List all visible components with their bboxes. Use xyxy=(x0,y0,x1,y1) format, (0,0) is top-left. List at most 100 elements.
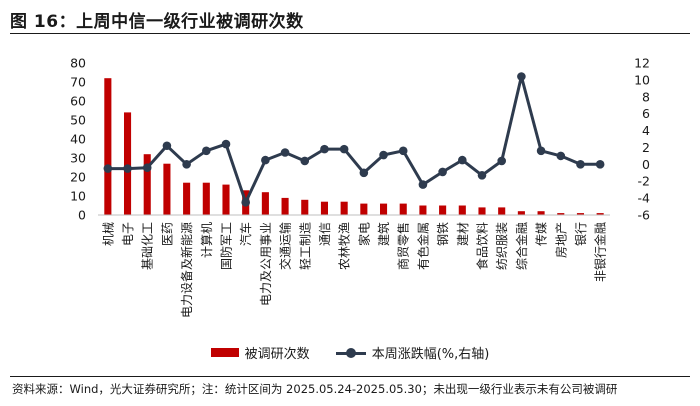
x-tick-label: 医药 xyxy=(160,222,174,246)
y-right-tick-label: 4 xyxy=(642,123,650,138)
bar xyxy=(301,199,309,215)
x-tick-label: 交通运输 xyxy=(278,222,293,270)
bar xyxy=(202,182,210,215)
x-tick-label: 国防军工 xyxy=(219,222,234,270)
x-tick-label: 计算机 xyxy=(199,222,214,258)
bar xyxy=(419,205,427,215)
x-tick-label: 食品饮料 xyxy=(475,222,490,270)
y-left-tick-label: 40 xyxy=(70,132,86,147)
bar xyxy=(360,203,368,215)
y-left-tick-label: 20 xyxy=(70,170,86,185)
y-right-tick-label: -2 xyxy=(638,174,650,189)
x-tick-label: 非银行金融 xyxy=(593,222,608,282)
line-point xyxy=(182,160,191,169)
y-right-tick-label: 2 xyxy=(642,140,650,155)
bar-swatch-icon xyxy=(210,348,239,357)
line-point xyxy=(458,155,467,165)
line-point xyxy=(398,146,408,156)
line-point xyxy=(536,146,546,156)
x-tick-label: 电子 xyxy=(121,222,135,246)
top-rule xyxy=(10,33,690,34)
bar xyxy=(498,207,506,215)
x-tick-label: 传媒 xyxy=(534,222,549,246)
y-left-tick-label: 50 xyxy=(70,113,86,128)
bar xyxy=(596,213,604,215)
line-point xyxy=(576,160,585,169)
bar xyxy=(261,192,269,215)
y-left-tick-label: 70 xyxy=(70,75,86,90)
line-point xyxy=(261,155,270,165)
source-note: 资料来源：Wind，光大证券研究所；注：统计区间为 2025.05.24-202… xyxy=(12,382,618,396)
bar xyxy=(576,213,585,215)
x-tick-label: 综合金融 xyxy=(514,222,529,270)
bar xyxy=(183,182,191,215)
y-right-tick-label: 6 xyxy=(642,106,650,121)
x-tick-label: 机械 xyxy=(100,222,115,246)
line-point xyxy=(103,164,113,173)
bar xyxy=(517,211,525,215)
x-tick-label: 商贸零售 xyxy=(396,222,411,270)
legend-bar-label: 被调研次数 xyxy=(244,347,310,362)
y-left-tick-label: 10 xyxy=(70,189,86,204)
y-left-tick-label: 30 xyxy=(70,151,86,166)
x-tick-label: 汽车 xyxy=(238,222,253,246)
figure-title-row: 图 16：上周中信一级行业被调研次数 xyxy=(10,6,304,32)
x-tick-label: 房地产 xyxy=(553,222,568,258)
line-point xyxy=(123,164,132,173)
line-point xyxy=(280,148,290,157)
y-right-tick-label: 8 xyxy=(642,89,650,104)
x-tick-label: 电力及公用事业 xyxy=(259,222,273,306)
line-point xyxy=(142,163,152,173)
legend: 被调研次数 本周涨跌幅(%,右轴) xyxy=(0,343,700,362)
bar xyxy=(143,154,151,215)
bar xyxy=(557,213,565,215)
legend-item-bars: 被调研次数 xyxy=(210,343,310,362)
x-tick-label: 建材 xyxy=(456,222,470,246)
x-tick-label: 钢铁 xyxy=(436,222,450,246)
y-right-tick-label: -4 xyxy=(638,191,651,206)
line-marker-icon xyxy=(335,347,366,359)
bar xyxy=(439,205,447,215)
bar xyxy=(340,201,348,215)
x-tick-label: 有色金属 xyxy=(415,222,430,270)
bar xyxy=(222,184,230,215)
x-tick-label: 建筑 xyxy=(376,222,391,246)
line-point xyxy=(202,146,211,156)
bar xyxy=(458,205,466,215)
y-left-tick-label: 80 xyxy=(70,56,86,71)
bar xyxy=(320,201,329,215)
y-left-tick-label: 0 xyxy=(78,208,86,223)
bar xyxy=(281,197,289,215)
line-point xyxy=(221,139,231,149)
line-point xyxy=(359,168,369,178)
bar xyxy=(163,163,171,215)
series-line xyxy=(107,75,601,204)
line-point xyxy=(418,180,428,189)
bar xyxy=(379,203,388,215)
line-point xyxy=(241,198,250,207)
line-point xyxy=(517,72,526,81)
x-tick-label: 通信 xyxy=(318,222,332,246)
line-point xyxy=(477,171,487,180)
y-right-tick-label: -6 xyxy=(638,208,651,223)
x-tick-label: 电力设备及新能源 xyxy=(179,222,194,318)
y-right-tick-label: 10 xyxy=(634,72,650,87)
line-point xyxy=(497,156,506,166)
line-point xyxy=(320,144,329,154)
line-point xyxy=(339,144,349,154)
line-point xyxy=(556,151,566,161)
x-tick-label: 农林牧渔 xyxy=(338,222,352,270)
figure-title: 图 16：上周中信一级行业被调研次数 xyxy=(10,11,304,32)
bottom-rule xyxy=(10,376,690,377)
x-tick-label: 轻工制造 xyxy=(298,222,312,270)
line-point xyxy=(438,167,447,177)
line-point xyxy=(379,150,388,160)
x-tick-label: 基础化工 xyxy=(141,222,155,270)
y-left-tick-label: 60 xyxy=(70,94,86,109)
line-point xyxy=(300,156,310,166)
bar xyxy=(399,203,407,215)
y-right-tick-label: 12 xyxy=(634,56,650,71)
bar xyxy=(123,112,132,215)
bar xyxy=(537,211,545,215)
